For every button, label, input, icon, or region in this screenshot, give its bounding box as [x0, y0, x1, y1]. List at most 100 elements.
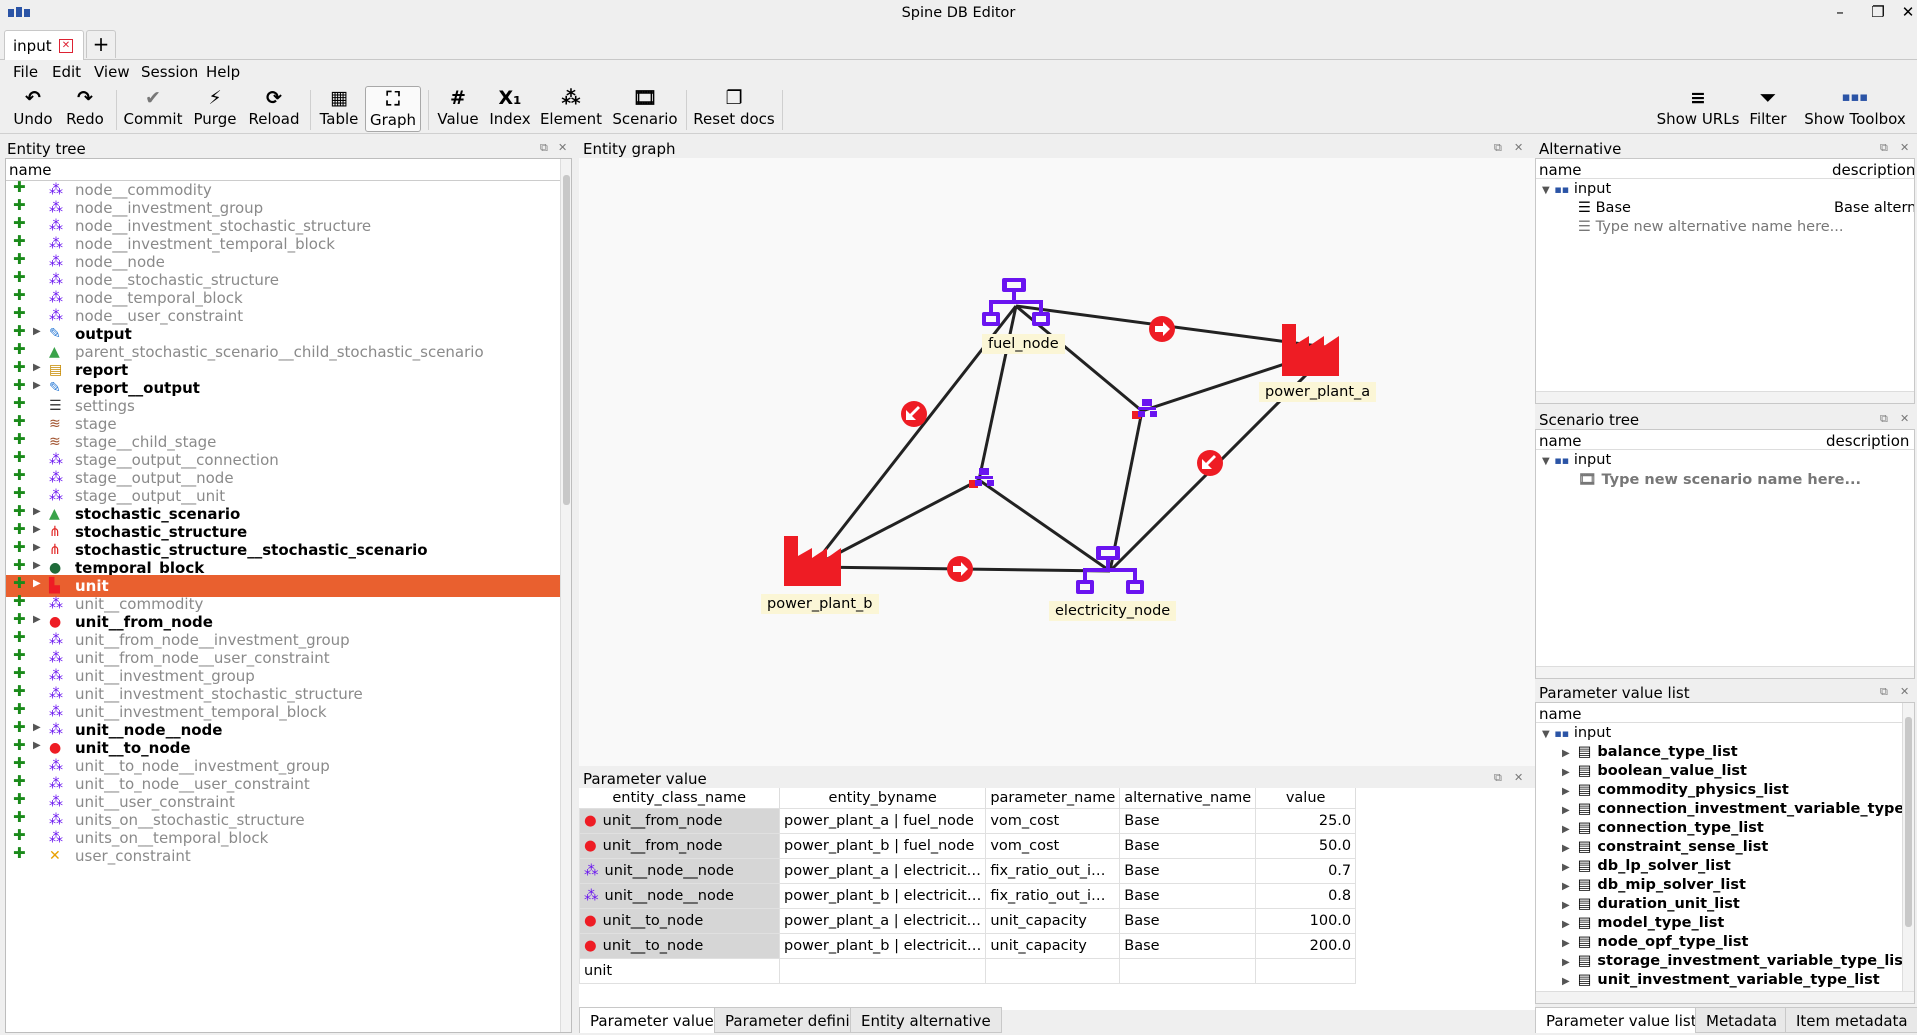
- tree-item[interactable]: ▶ ⋔ stochastic_structure ✚: [6, 521, 562, 543]
- entity-class-cell[interactable]: ● unit__from_node: [579, 807, 780, 834]
- list-item[interactable]: ▶ ▤ balance_type_list: [1562, 744, 1738, 760]
- add-entity-icon[interactable]: ✚: [13, 790, 26, 808]
- tree-item[interactable]: ⁂ node__stochastic_structure ✚: [6, 269, 562, 291]
- expand-arrow-icon[interactable]: ▶: [1562, 748, 1570, 759]
- expand-arrow-icon[interactable]: ▶: [33, 326, 41, 337]
- entity-byname-cell[interactable]: power_plant_b | fuel_node: [778, 832, 987, 859]
- list-item[interactable]: ▶ ▤ commodity_physics_list: [1562, 782, 1789, 798]
- add-entity-icon[interactable]: ✚: [13, 682, 26, 700]
- list-item[interactable]: ▶ ▤ connection_type_list: [1562, 820, 1764, 836]
- add-entity-icon[interactable]: ✚: [13, 304, 26, 322]
- close-pane-icon[interactable]: ✕: [1514, 771, 1524, 784]
- add-entity-icon[interactable]: ✚: [13, 700, 26, 718]
- list-item[interactable]: ▶ ▤ duration_unit_list: [1562, 896, 1740, 912]
- tree-item[interactable]: ⁂ unit__investment_stochastic_structure ✚: [6, 683, 562, 705]
- tree-item[interactable]: ▲ parent_stochastic_scenario__child_stoch…: [6, 341, 562, 363]
- expand-arrow-icon[interactable]: ▶: [1562, 881, 1570, 892]
- close-icon[interactable]: ✕: [1901, 3, 1915, 21]
- list-item[interactable]: ▶ ▤ unit_investment_variable_type_list: [1562, 972, 1880, 988]
- tree-item[interactable]: ⁂ units_on__stochastic_structure ✚: [6, 809, 562, 831]
- tree-item[interactable]: ✕ user_constraint ✚: [6, 845, 562, 867]
- alternative-name-cell[interactable]: Base: [1119, 932, 1257, 959]
- value-cell[interactable]: 50.0: [1255, 832, 1357, 859]
- entity-class-cell[interactable]: ⁂ unit__node__node: [579, 882, 780, 909]
- tree-item[interactable]: ☰ settings ✚: [6, 395, 562, 417]
- value-cell[interactable]: 100.0: [1255, 907, 1357, 934]
- power-plant-b-icon[interactable]: [784, 536, 841, 586]
- tree-item[interactable]: ⁂ node__node ✚: [6, 251, 562, 273]
- float-pane-icon[interactable]: ⧉: [1880, 412, 1888, 425]
- list-item[interactable]: ▶ ▤ model_type_list: [1562, 915, 1724, 931]
- tree-item[interactable]: ▶ ✎ report__output ✚: [6, 377, 562, 399]
- add-entity-icon[interactable]: ✚: [13, 592, 26, 610]
- close-tab-icon[interactable]: ✕: [59, 39, 73, 53]
- expand-arrow-icon[interactable]: ▶: [1562, 843, 1570, 854]
- expand-arrow-icon[interactable]: ▶: [33, 362, 41, 373]
- tab-entity-alternative[interactable]: Entity alternative: [850, 1007, 1002, 1033]
- expand-arrow-icon[interactable]: ▶: [1562, 805, 1570, 816]
- entity-class-cell[interactable]: ● unit__to_node: [579, 932, 780, 959]
- tree-item[interactable]: ▶ ▙ unit ✚: [6, 575, 562, 597]
- list-item[interactable]: ▶ ▤ constraint_sense_list: [1562, 839, 1768, 855]
- alternative-hscrollbar[interactable]: [1536, 391, 1914, 403]
- add-entity-icon[interactable]: ✚: [13, 394, 26, 412]
- expand-arrow-icon[interactable]: ▶: [33, 578, 41, 589]
- add-entity-icon[interactable]: ✚: [13, 340, 26, 358]
- expand-arrow-icon[interactable]: ▶: [33, 614, 41, 625]
- show-urls-button[interactable]: ≡ Show URLs: [1654, 86, 1742, 132]
- add-entity-icon[interactable]: ✚: [13, 826, 26, 844]
- column-header-value[interactable]: value: [1255, 788, 1357, 808]
- tree-item[interactable]: ⁂ stage__output__connection ✚: [6, 449, 562, 471]
- float-pane-icon[interactable]: ⧉: [1880, 685, 1888, 698]
- tab-parameter-value-list[interactable]: Parameter value list: [1535, 1007, 1708, 1033]
- add-entity-icon[interactable]: ✚: [13, 232, 26, 250]
- tree-item[interactable]: ≋ stage ✚: [6, 413, 562, 435]
- add-entity-icon[interactable]: ✚: [13, 484, 26, 502]
- menu-session[interactable]: Session: [141, 63, 199, 81]
- add-entity-icon[interactable]: ✚: [13, 556, 26, 574]
- value-cell[interactable]: 0.7: [1255, 857, 1357, 884]
- add-entity-icon[interactable]: ✚: [13, 196, 26, 214]
- filter-button[interactable]: ⏷ Filter: [1744, 86, 1792, 132]
- tab-metadata[interactable]: Metadata: [1695, 1007, 1789, 1033]
- close-pane-icon[interactable]: ✕: [1900, 141, 1910, 154]
- add-entity-icon[interactable]: ✚: [13, 466, 26, 484]
- empty-cell[interactable]: [985, 957, 1121, 984]
- add-entity-icon[interactable]: ✚: [13, 808, 26, 826]
- expand-arrow-icon[interactable]: ▶: [33, 560, 41, 571]
- entity-byname-cell[interactable]: power_plant_a | electricit…: [778, 857, 987, 884]
- entity-byname-cell[interactable]: power_plant_b | electricit…: [778, 882, 987, 909]
- add-entity-icon[interactable]: ✚: [13, 376, 26, 394]
- redo-button[interactable]: ↷ Redo: [62, 86, 108, 132]
- show-toolbox-button[interactable]: ▪▪▪ Show Toolbox: [1802, 86, 1908, 132]
- restore-icon[interactable]: ❐: [1871, 3, 1885, 21]
- alternative-base-row[interactable]: ☰ Base: [1578, 200, 1631, 216]
- add-entity-icon[interactable]: ✚: [13, 286, 26, 304]
- value-cell[interactable]: 200.0: [1255, 932, 1357, 959]
- pvl-db-row[interactable]: ▼ ▪▪ input: [1542, 725, 1612, 741]
- entity-byname-cell[interactable]: power_plant_a | electricit…: [778, 907, 987, 934]
- tree-item[interactable]: ⁂ unit__to_node__user_constraint ✚: [6, 773, 562, 795]
- add-entity-icon[interactable]: ✚: [13, 718, 26, 736]
- reload-button[interactable]: ⟳ Reload: [246, 86, 302, 132]
- column-header-parameter_name[interactable]: parameter_name: [985, 788, 1121, 808]
- menu-help[interactable]: Help: [206, 63, 241, 81]
- close-pane-icon[interactable]: ✕: [1900, 685, 1910, 698]
- tree-item[interactable]: ▶ ● unit__to_node ✚: [6, 737, 562, 759]
- column-header-alternative_name[interactable]: alternative_name: [1119, 788, 1257, 808]
- pvl-scrollbar[interactable]: [1902, 703, 1914, 991]
- expand-arrow-icon[interactable]: ▶: [1562, 767, 1570, 778]
- new-row-class-cell[interactable]: unit: [579, 957, 780, 984]
- expand-arrow-icon[interactable]: ▶: [33, 380, 41, 391]
- expand-arrow-icon[interactable]: ▶: [1562, 957, 1570, 968]
- close-pane-icon[interactable]: ✕: [1900, 412, 1910, 425]
- add-entity-icon[interactable]: ✚: [13, 250, 26, 268]
- add-entity-icon[interactable]: ✚: [13, 448, 26, 466]
- entity-byname-cell[interactable]: power_plant_b | electricit…: [778, 932, 987, 959]
- add-entity-icon[interactable]: ✚: [13, 844, 26, 862]
- list-item[interactable]: ▶ ▤ storage_investment_variable_type_list: [1562, 953, 1910, 969]
- tree-item[interactable]: ⁂ stage__output__node ✚: [6, 467, 562, 489]
- expand-arrow-icon[interactable]: ▶: [1562, 824, 1570, 835]
- add-entity-icon[interactable]: ✚: [13, 412, 26, 430]
- expand-arrow-icon[interactable]: ▶: [1562, 786, 1570, 797]
